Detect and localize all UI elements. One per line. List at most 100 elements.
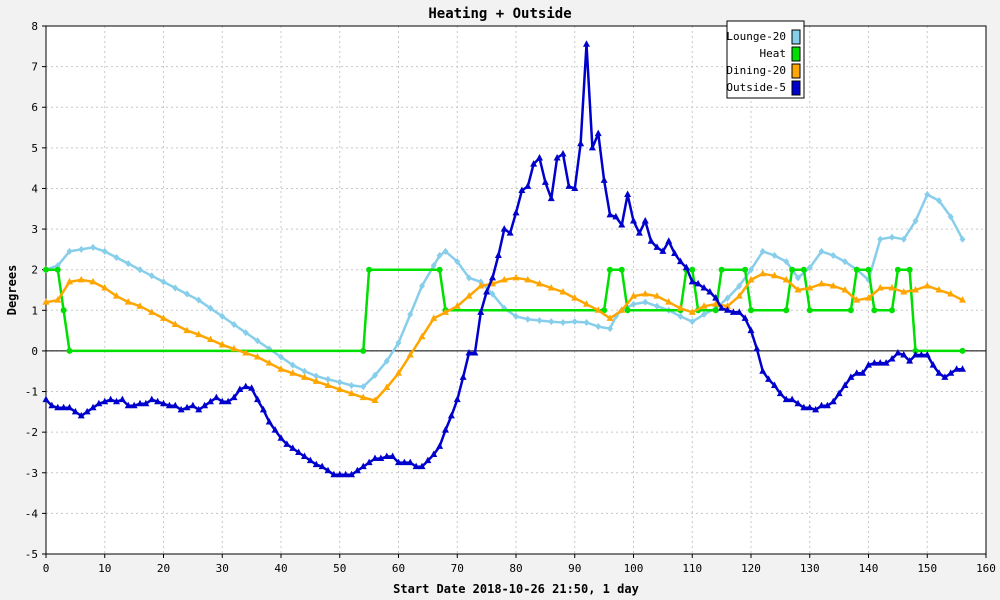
data-point [894, 266, 901, 273]
data-point [677, 312, 684, 320]
data-point [759, 247, 766, 255]
data-point [912, 217, 919, 225]
data-point [530, 160, 538, 167]
data-point [42, 298, 50, 305]
data-point [459, 373, 467, 380]
data-point [407, 310, 414, 318]
y-tick-label: -1 [25, 386, 38, 399]
data-point [231, 321, 237, 329]
data-point [588, 143, 596, 151]
data-point [383, 357, 390, 365]
x-tick-label: 40 [274, 562, 287, 575]
x-tick-label: 10 [98, 562, 111, 575]
legend-label-dining: Dining-20 [726, 64, 786, 77]
data-point [583, 40, 590, 47]
data-point [371, 396, 379, 403]
data-point [477, 278, 484, 286]
y-tick-label: 0 [31, 345, 38, 358]
data-point [889, 307, 895, 314]
x-tick-label: 110 [682, 562, 702, 575]
data-point [647, 237, 655, 244]
x-axis-label: Start Date 2018-10-26 21:50, 1 day [393, 582, 639, 596]
data-point [195, 330, 203, 338]
data-point [583, 300, 590, 307]
data-point [917, 350, 925, 358]
data-point [406, 458, 414, 466]
data-point [688, 277, 696, 285]
legend-swatch-dining [791, 63, 801, 79]
data-point [553, 154, 561, 161]
data-point [876, 359, 884, 366]
data-point [318, 462, 326, 470]
data-point [336, 470, 344, 478]
data-point [218, 340, 226, 348]
data-point [201, 401, 209, 409]
series-heat [43, 266, 966, 354]
data-point [665, 298, 673, 305]
data-point [277, 365, 285, 372]
data-point [659, 247, 667, 254]
data-point [101, 247, 108, 255]
data-point [43, 266, 49, 273]
data-point [776, 389, 784, 397]
y-tick-label: -5 [25, 548, 38, 561]
data-point [800, 266, 807, 273]
data-point [101, 283, 109, 291]
data-point [794, 399, 802, 407]
data-point [823, 401, 831, 409]
data-point [747, 275, 755, 283]
data-point [183, 326, 191, 334]
data-point [559, 149, 567, 157]
data-point [782, 275, 790, 283]
data-point [465, 292, 473, 299]
y-tick-label: -4 [25, 507, 39, 520]
data-point [265, 359, 273, 366]
data-point [724, 302, 731, 309]
data-point [929, 361, 937, 368]
data-point [66, 277, 73, 285]
data-point [835, 389, 843, 397]
data-point [312, 460, 320, 468]
data-point [189, 401, 197, 409]
y-tick-label: 1 [31, 304, 38, 317]
data-point [830, 251, 837, 259]
data-point [853, 296, 861, 303]
data-point [259, 405, 267, 413]
data-point [365, 458, 373, 466]
data-point [842, 258, 848, 266]
data-point [818, 401, 825, 409]
x-tick-label: 160 [976, 562, 996, 575]
data-point [548, 318, 555, 326]
data-point [148, 308, 156, 315]
data-point [818, 247, 825, 255]
data-point [641, 216, 649, 224]
data-point [124, 401, 132, 409]
data-point [489, 290, 496, 298]
data-point [454, 258, 461, 266]
data-point [184, 290, 190, 298]
data-point [289, 369, 297, 376]
data-point [812, 405, 820, 413]
data-point [630, 216, 637, 224]
data-point [348, 470, 355, 478]
data-point [271, 426, 279, 433]
data-point [447, 411, 455, 419]
data-point [453, 395, 461, 403]
data-point [571, 184, 579, 191]
data-point [436, 442, 444, 449]
data-point [706, 288, 714, 295]
data-point [688, 308, 696, 315]
data-point [941, 373, 949, 380]
data-point [283, 440, 291, 447]
data-point [66, 347, 73, 354]
y-tick-label: 4 [31, 182, 38, 195]
data-point [254, 337, 261, 345]
data-point [789, 266, 796, 273]
data-point [700, 283, 708, 291]
data-point [171, 401, 179, 409]
data-point [324, 381, 332, 388]
x-tick-label: 60 [392, 562, 405, 575]
data-point [465, 348, 473, 356]
data-point [524, 275, 532, 283]
data-point [888, 355, 896, 362]
